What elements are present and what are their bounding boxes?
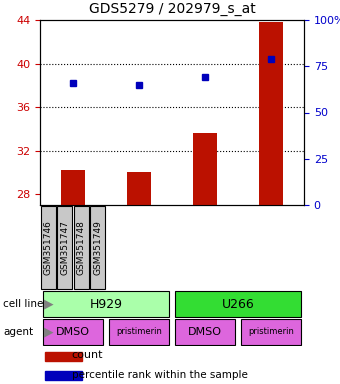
Text: pristimerin: pristimerin bbox=[116, 328, 162, 336]
Bar bbox=[41, 206, 56, 289]
Text: pristimerin: pristimerin bbox=[248, 328, 294, 336]
Bar bbox=[45, 371, 82, 380]
Text: agent: agent bbox=[3, 327, 34, 337]
Bar bbox=[175, 319, 235, 345]
Bar bbox=[42, 319, 103, 345]
Text: ▶: ▶ bbox=[44, 298, 54, 311]
Bar bbox=[45, 352, 82, 361]
Text: count: count bbox=[72, 351, 103, 361]
Bar bbox=[62, 170, 85, 205]
Text: GSM351747: GSM351747 bbox=[60, 220, 69, 275]
Title: GDS5279 / 202979_s_at: GDS5279 / 202979_s_at bbox=[89, 2, 255, 16]
Bar bbox=[259, 22, 283, 205]
Bar bbox=[57, 206, 72, 289]
Bar bbox=[90, 206, 105, 289]
Text: GSM351748: GSM351748 bbox=[77, 220, 86, 275]
Bar bbox=[175, 291, 301, 317]
Bar bbox=[128, 172, 151, 205]
Text: ▶: ▶ bbox=[44, 326, 54, 339]
Bar bbox=[241, 319, 301, 345]
Text: H929: H929 bbox=[89, 298, 122, 311]
Text: DMSO: DMSO bbox=[188, 327, 222, 337]
Text: GSM351749: GSM351749 bbox=[93, 220, 102, 275]
Bar bbox=[109, 319, 169, 345]
Bar bbox=[74, 206, 89, 289]
Text: percentile rank within the sample: percentile rank within the sample bbox=[72, 369, 248, 379]
Text: cell line: cell line bbox=[3, 299, 44, 309]
Text: U266: U266 bbox=[222, 298, 254, 311]
Text: GSM351746: GSM351746 bbox=[44, 220, 53, 275]
Text: DMSO: DMSO bbox=[56, 327, 90, 337]
Bar bbox=[42, 291, 169, 317]
Bar bbox=[193, 133, 217, 205]
